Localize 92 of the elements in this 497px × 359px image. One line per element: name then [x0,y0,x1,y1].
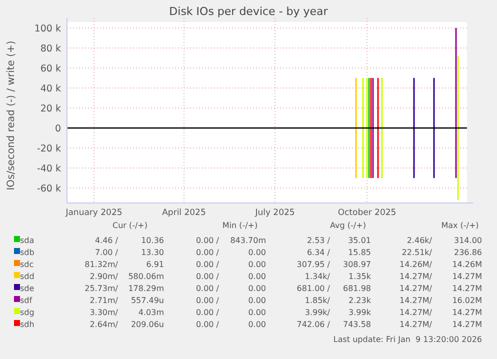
text: 14.26M [452,260,482,269]
y-tick-label: -40 k [36,164,62,174]
text: 0.00 / [196,320,220,329]
y-axis-title: IOs/second read (-) / write (+) [6,40,17,190]
text: 14.27M/ [400,272,432,281]
text: 308.97 [343,260,371,269]
text: Min (-/+) [222,221,258,230]
text: 0.00 [248,296,266,305]
text: 13.30 [141,248,164,257]
x-tick-label: April 2025 [162,208,206,218]
text: 2.71m/ [90,296,118,305]
text: 3.99k [348,308,372,317]
text: 0.00 [248,272,266,281]
legend-label: sdf [20,296,32,305]
text: 681.00 / [296,284,330,293]
text: 0.00 [248,260,266,269]
text: 236.86 [454,248,482,257]
text: 307.95 / [296,260,330,269]
legend-label: sdd [20,272,34,281]
text: 16.02M [452,296,482,305]
y-tick-label: -60 k [36,184,62,194]
text: 0.00 [248,320,266,329]
text: 15.85 [348,248,371,257]
x-tick-label: January 2025 [64,208,122,218]
x-tick-label: October 2025 [338,208,396,218]
text: 0.00 / [196,272,220,281]
chart-title: Disk IOs per device - by year [169,5,328,18]
y-tick-label: 60 k [40,64,62,74]
text: 3.30m/ [90,308,118,317]
text: 1.85k/ [304,296,330,305]
text: 14.27M/ [400,296,432,305]
text: Avg (-/+) [330,221,366,230]
text: Max (-/+) [441,221,479,230]
text: 14.27M [452,320,482,329]
text: 14.27M/ [400,308,432,317]
text: 742.06 / [296,320,330,329]
text: 14.27M/ [400,320,432,329]
y-tick-label: 80 k [40,44,62,54]
text: 2.64m/ [90,320,118,329]
text: 0.00 / [196,248,220,257]
text: 2.53 / [306,236,330,245]
text: 22.51k/ [402,248,432,257]
text: 3.99k/ [304,308,330,317]
legend-label: sdh [20,320,34,329]
text: 178.29m [128,284,164,293]
text: 2.90m/ [90,272,118,281]
text: 0.00 / [196,284,220,293]
text: 1.35k [348,272,372,281]
text: 14.27M/ [400,284,432,293]
text: 7.00 / [94,248,118,257]
text: 681.98 [343,284,371,293]
legend-label: sda [20,236,34,245]
text: 14.26M/ [400,260,432,269]
text: 743.58 [343,320,371,329]
text: 0.00 / [196,296,220,305]
text: 0.00 [248,308,266,317]
text: 843.70m [230,236,266,245]
text: 6.34 / [306,248,330,257]
y-tick-label: 100 k [34,24,62,34]
text: 557.49u [130,296,164,305]
text: 14.27M [452,284,482,293]
text: Last update: Fri Jan 9 13:20:00 2026 [333,335,482,344]
text: 4.03m [138,308,164,317]
text: Cur (-/+) [112,221,148,230]
text: 314.00 [454,236,482,245]
text: 35.01 [348,236,371,245]
text: 0.00 / [196,236,220,245]
text: 6.91 [146,260,164,269]
y-tick-label: 0 [54,124,61,134]
text: 14.27M [452,272,482,281]
text: 0.00 / [196,260,220,269]
legend-label: sde [20,284,34,293]
text: 10.36 [141,236,164,245]
text: 81.32m/ [84,260,118,269]
text: 0.00 [248,248,266,257]
text: 0.00 [248,284,266,293]
text: 1.34k/ [304,272,330,281]
text: 580.06m [128,272,164,281]
text: 14.27M [452,308,482,317]
text: 0.00 / [196,308,220,317]
x-tick-label: July 2025 [254,208,295,218]
y-tick-label: -20 k [36,144,62,154]
text: 25.73m/ [84,284,118,293]
y-tick-label: 40 k [40,84,62,94]
text: 209.06u [130,320,164,329]
text: 2.23k [348,296,372,305]
legend-label: sdg [20,308,34,317]
legend-label: sdc [20,260,34,269]
y-tick-label: 20 k [40,104,62,114]
legend-label: sdb [20,248,34,257]
text: 2.46k/ [406,236,432,245]
text: 4.46 / [94,236,118,245]
